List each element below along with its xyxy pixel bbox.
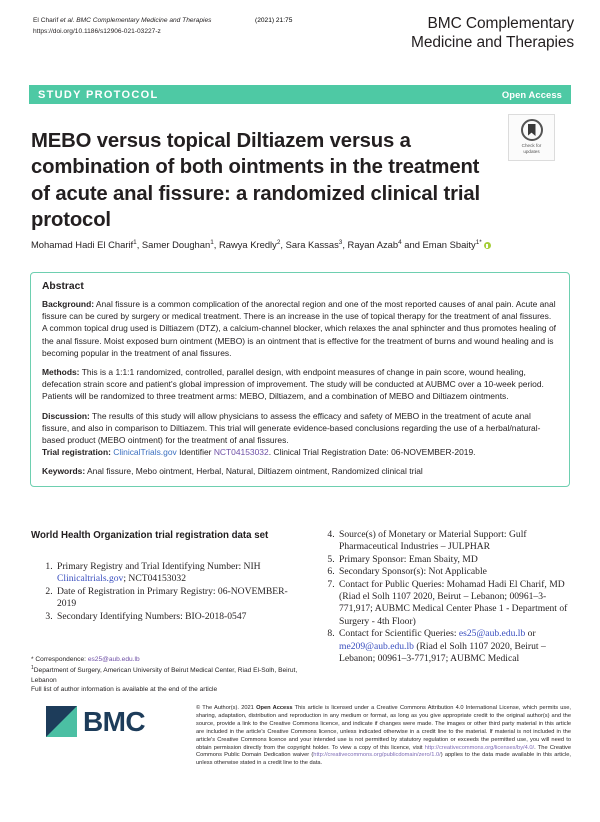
who-item-text: ; NCT04153032 xyxy=(123,573,186,585)
article-type-label: STUDY PROTOCOL xyxy=(38,88,159,101)
who-list-item: Contact for Scientific Queries: es25@aub… xyxy=(337,628,575,665)
author-affiliation-marker: 4 xyxy=(398,239,402,246)
author-name: Samer Doughan xyxy=(141,239,211,251)
author-affiliation-marker: 1* xyxy=(475,239,482,246)
copyright-body3: ) applies to the data made available in … xyxy=(196,752,571,767)
bmc-logo-icon xyxy=(46,706,77,737)
copyright-open-access: Open Access xyxy=(256,705,293,711)
page-title: MEBO versus topical Diltiazem versus a c… xyxy=(31,129,480,232)
check-for-updates-badge[interactable]: Check for updates xyxy=(508,114,555,161)
cc-license-url[interactable]: http://creativecommons.org/licenses/by/4… xyxy=(424,744,535,751)
correspondence-email-link[interactable]: es25@aub.edu.lb xyxy=(87,656,140,663)
affiliation-line: 1Department of Surgery, American Univers… xyxy=(31,664,301,685)
who-item-text: Source(s) of Monetary or Material Suppor… xyxy=(339,529,527,553)
who-item-text: Date of Registration in Primary Registry… xyxy=(57,585,288,610)
copyright-body1: This article is licensed under a Creativ… xyxy=(196,705,571,751)
journal-title-line2: Medicine and Therapies xyxy=(411,34,574,51)
who-item-text: (Riad el Solh 1107 2020, Beirut – Lebano… xyxy=(339,640,546,665)
author-affiliation-marker: 1 xyxy=(210,239,214,246)
who-item-text: or xyxy=(525,628,536,640)
who-list-item: Source(s) of Monetary or Material Suppor… xyxy=(337,529,575,554)
clinicaltrials-link[interactable]: ClinicalTrials.gov xyxy=(113,447,177,458)
crossmark-caption-line2: updates xyxy=(523,148,540,154)
keywords: Keywords: Anal fissure, Mebo ointment, H… xyxy=(42,465,558,477)
article-type-banner: STUDY PROTOCOL Open Access xyxy=(29,85,571,104)
correspondence-label: * Correspondence: xyxy=(31,656,88,663)
crossmark-icon xyxy=(520,119,543,141)
who-list-item: Primary Registry and Trial Identifying N… xyxy=(55,561,306,586)
bookmark-icon xyxy=(527,124,536,136)
journal-title-line1: BMC Complementary xyxy=(427,15,575,32)
abstract-section: Discussion: The results of this study wi… xyxy=(42,410,558,447)
running-head-doi: https://doi.org/10.1186/s12906-021-03227… xyxy=(33,28,161,35)
trial-registration-tail: . Clinical Trial Registration Date: 06-N… xyxy=(268,447,476,458)
abstract-section-label: Methods: xyxy=(42,367,80,378)
who-list-left: Primary Registry and Trial Identifying N… xyxy=(31,561,306,623)
running-head: El Charif et al. BMC Complementary Medic… xyxy=(33,16,393,37)
abstract-section: Background: Anal fissure is a common com… xyxy=(42,298,558,359)
trial-registration: Trial registration: ClinicalTrials.gov I… xyxy=(42,446,558,458)
who-list-item: Contact for Public Queries: Mohamad Hadi… xyxy=(337,579,575,629)
author-name: Eman Sbaity xyxy=(422,239,476,251)
who-item-link[interactable]: es25@aub.edu.lb xyxy=(458,628,526,640)
open-access-label: Open Access xyxy=(501,89,562,100)
author-affiliation-marker: 3 xyxy=(338,239,343,246)
running-head-citation: El Charif et al. BMC Complementary Medic… xyxy=(33,16,393,26)
who-item-text: Contact for Public Queries: Mohamad Hadi… xyxy=(339,578,568,627)
who-list-item: Date of Registration in Primary Registry… xyxy=(55,586,306,611)
orcid-icon[interactable] xyxy=(483,242,491,250)
copyright-prefix: © The Author(s). 2021 xyxy=(196,705,257,711)
who-list-right: Source(s) of Monetary or Material Suppor… xyxy=(313,529,575,665)
running-head-volume: (2021) 21:75 xyxy=(255,17,293,24)
copyright-notice: © The Author(s). 2021 Open Access This a… xyxy=(196,705,571,768)
who-item-text: Secondary Identifying Numbers: BIO-2018-… xyxy=(57,610,247,622)
copyright-body2: . The Creative Commons Public Domain Ded… xyxy=(196,744,572,759)
who-item-link[interactable]: Clinicaltrials.gov xyxy=(57,573,124,585)
abstract-heading: Abstract xyxy=(42,281,84,292)
abstract-section-text: This is a 1:1:1 randomized, controlled, … xyxy=(42,367,544,402)
abstract-section-label: Discussion: xyxy=(42,410,90,421)
keywords-text: Anal fissure, Mebo ointment, Herbal, Nat… xyxy=(85,466,423,477)
author-affiliation-marker: 1 xyxy=(133,239,137,246)
affiliation-superscript: 1 xyxy=(31,665,34,672)
full-author-list-note: Full list of author information is avail… xyxy=(31,686,218,694)
bmc-logo-text: BMC xyxy=(83,705,146,737)
author-affiliation-marker: 2 xyxy=(276,239,281,246)
who-item-text: Primary Registry and Trial Identifying N… xyxy=(57,561,261,572)
who-item-text: Contact for Scientific Queries: xyxy=(339,628,459,640)
affiliation-text: Department of Surgery, American Universi… xyxy=(31,667,298,684)
abstract-section-text: The results of this study will allow phy… xyxy=(42,410,541,446)
who-list-item: Primary Sponsor: Eman Sbaity, MD xyxy=(337,554,575,566)
abstract-sections: Background: Anal fissure is a common com… xyxy=(42,298,558,446)
bmc-logo: BMC xyxy=(46,705,146,737)
who-item-text: Secondary Sponsor(s): Not Applicable xyxy=(339,566,487,578)
trial-registration-label: Trial registration: xyxy=(42,447,111,458)
author-name: Mohamad Hadi El Charif xyxy=(31,239,134,251)
who-section-heading: World Health Organization trial registra… xyxy=(31,530,269,541)
correspondence-footnote: * Correspondence: es25@aub.edu.lb 1Depar… xyxy=(31,655,301,695)
crossmark-caption-line1: Check for xyxy=(521,143,542,148)
who-list-item: Secondary Identifying Numbers: BIO-2018-… xyxy=(55,611,306,623)
abstract-box: Abstract Background: Anal fissure is a c… xyxy=(30,272,570,487)
who-item-link[interactable]: me209@aub.edu.lb xyxy=(339,640,414,652)
citation-journal: et al. BMC Complementary Medicine and Th… xyxy=(60,17,212,24)
correspondence-line: * Correspondence: es25@aub.edu.lb xyxy=(31,655,301,664)
keywords-label: Keywords: xyxy=(42,466,86,477)
abstract-section: Methods: This is a 1:1:1 randomized, con… xyxy=(42,366,558,403)
nct-number-link[interactable]: NCT04153032 xyxy=(213,447,269,458)
crossmark-caption: Check for updates xyxy=(522,143,542,154)
abstract-section-label: Background: xyxy=(42,299,95,309)
author-name: Sara Kassas xyxy=(285,239,339,251)
cc-publicdomain-url[interactable]: http://creativecommons.org/publicdomain/… xyxy=(313,752,441,759)
author-name: Rawya Kredly xyxy=(218,239,277,251)
author-name: Rayan Azab xyxy=(347,239,399,251)
abstract-section-text: Anal fissure is a common complication of… xyxy=(42,299,556,358)
citation-prefix: El Charif xyxy=(33,17,61,24)
who-item-text: Primary Sponsor: Eman Sbaity, MD xyxy=(339,553,478,565)
author-list: Mohamad Hadi El Charif1, Samer Doughan1,… xyxy=(31,236,541,251)
journal-title: BMC Complementary Medicine and Therapies xyxy=(411,14,574,52)
trial-registration-mid: Identifier xyxy=(176,447,214,458)
who-list-item: Secondary Sponsor(s): Not Applicable xyxy=(337,566,575,578)
